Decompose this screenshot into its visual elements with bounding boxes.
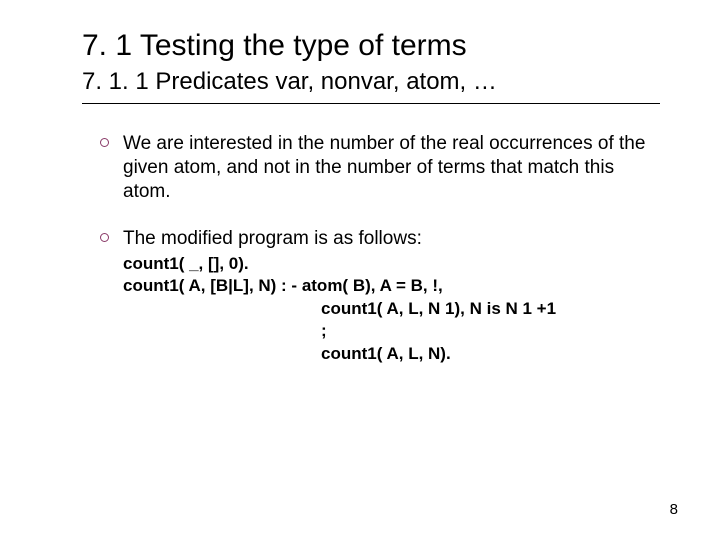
bullet-text: The modified program is as follows: coun… [123,227,556,366]
page-number: 8 [670,501,678,518]
code-block: count1( _, [], 0). count1( A, [B|L], N) … [123,253,556,365]
code-line: count1( _, [], 0). [123,253,556,275]
slide-title: 7. 1 Testing the type of terms [82,28,660,64]
code-line: count1( A, L, N 1), N is N 1 +1 [123,298,556,320]
code-operator: : - [281,276,297,295]
bullet-item: We are interested in the number of the r… [100,132,660,205]
bullet-text: We are interested in the number of the r… [123,132,660,205]
bullet-intro: The modified program is as follows: [123,228,422,249]
slide-subtitle: 7. 1. 1 Predicates var, nonvar, atom, … [82,68,660,97]
code-line: count1( A, L, N). [123,343,556,365]
code-fragment: atom( B), A = B, !, [297,276,443,295]
code-line: count1( A, [B|L], N) : - atom( B), A = B… [123,275,556,297]
slide-body: We are interested in the number of the r… [82,132,660,365]
code-line: ; [123,320,556,342]
bullet-ring-icon [100,138,109,147]
slide: 7. 1 Testing the type of terms 7. 1. 1 P… [0,0,720,540]
title-divider [82,103,660,104]
bullet-ring-icon [100,233,109,242]
bullet-item: The modified program is as follows: coun… [100,227,660,366]
code-fragment: count1( A, [B|L], N) [123,276,281,295]
